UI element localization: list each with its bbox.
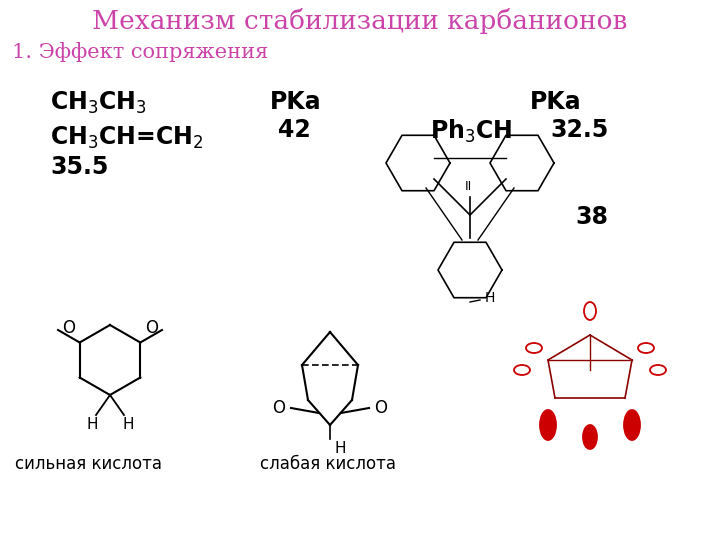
Text: сильная кислота: сильная кислота (15, 455, 162, 473)
Text: H: H (485, 291, 495, 305)
Text: CH$_3$CH$_3$: CH$_3$CH$_3$ (50, 90, 147, 116)
Text: PKa: PKa (270, 90, 322, 114)
Text: 38: 38 (575, 205, 608, 229)
Text: 32.5: 32.5 (550, 118, 608, 142)
Text: II: II (464, 180, 472, 193)
Ellipse shape (624, 410, 640, 440)
Text: H: H (334, 441, 346, 456)
Text: 35.5: 35.5 (50, 155, 109, 179)
Text: слабая кислота: слабая кислота (260, 455, 396, 473)
Text: O: O (145, 319, 158, 337)
Ellipse shape (540, 410, 556, 440)
Text: O: O (272, 399, 286, 417)
Text: O: O (374, 399, 387, 417)
Text: H: H (122, 417, 134, 432)
Text: PKa: PKa (530, 90, 582, 114)
Text: O: O (62, 319, 75, 337)
Text: Механизм стабилизации карбанионов: Механизм стабилизации карбанионов (92, 8, 628, 34)
Ellipse shape (583, 425, 597, 449)
Text: H: H (86, 417, 98, 432)
Text: 1. Эффект сопряжения: 1. Эффект сопряжения (12, 42, 269, 62)
Text: 42: 42 (278, 118, 311, 142)
Text: CH$_3$CH=CH$_2$: CH$_3$CH=CH$_2$ (50, 125, 204, 151)
Text: Ph$_3$CH: Ph$_3$CH (430, 118, 513, 145)
